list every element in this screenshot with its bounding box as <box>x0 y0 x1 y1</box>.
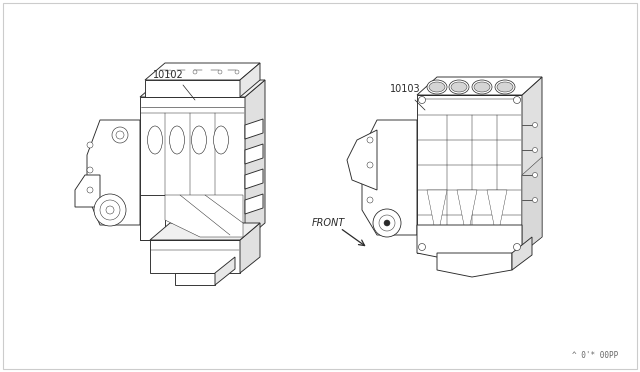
Polygon shape <box>245 80 265 240</box>
Polygon shape <box>75 175 100 207</box>
Polygon shape <box>417 95 522 253</box>
Polygon shape <box>150 223 260 240</box>
Ellipse shape <box>497 82 513 92</box>
Ellipse shape <box>429 82 445 92</box>
Circle shape <box>112 127 128 143</box>
Ellipse shape <box>449 80 469 94</box>
Polygon shape <box>145 63 260 80</box>
Circle shape <box>419 244 426 250</box>
Circle shape <box>218 70 222 74</box>
Polygon shape <box>165 195 243 237</box>
Circle shape <box>367 197 373 203</box>
Polygon shape <box>240 223 260 273</box>
Ellipse shape <box>451 82 467 92</box>
Ellipse shape <box>474 82 490 92</box>
Polygon shape <box>245 194 263 214</box>
Polygon shape <box>417 77 542 95</box>
Circle shape <box>532 198 538 202</box>
Circle shape <box>87 142 93 148</box>
Circle shape <box>100 200 120 220</box>
Polygon shape <box>347 130 377 190</box>
Circle shape <box>367 162 373 168</box>
Ellipse shape <box>191 126 207 154</box>
Circle shape <box>513 96 520 103</box>
Circle shape <box>373 209 401 237</box>
Polygon shape <box>512 237 532 270</box>
Polygon shape <box>362 120 417 235</box>
Text: 10103: 10103 <box>390 84 420 94</box>
Polygon shape <box>87 120 140 225</box>
Polygon shape <box>175 273 215 285</box>
Polygon shape <box>457 190 477 240</box>
Circle shape <box>106 206 114 214</box>
Circle shape <box>94 194 126 226</box>
Polygon shape <box>140 97 245 240</box>
Circle shape <box>513 244 520 250</box>
Ellipse shape <box>170 126 184 154</box>
Polygon shape <box>245 169 263 189</box>
Polygon shape <box>437 253 512 277</box>
Polygon shape <box>145 80 240 97</box>
Text: ^ 0'* 00PP: ^ 0'* 00PP <box>572 351 618 360</box>
Polygon shape <box>215 257 235 285</box>
Circle shape <box>193 70 197 74</box>
Circle shape <box>87 187 93 193</box>
Circle shape <box>532 148 538 153</box>
Circle shape <box>367 137 373 143</box>
Circle shape <box>168 70 172 74</box>
Circle shape <box>379 215 395 231</box>
Polygon shape <box>240 63 260 97</box>
Circle shape <box>384 220 390 226</box>
FancyBboxPatch shape <box>3 3 637 369</box>
Circle shape <box>532 122 538 128</box>
Ellipse shape <box>495 80 515 94</box>
Text: 10102: 10102 <box>153 70 184 80</box>
Text: FRONT: FRONT <box>312 218 345 228</box>
Polygon shape <box>487 190 507 240</box>
Polygon shape <box>245 144 263 164</box>
Polygon shape <box>140 195 165 240</box>
Circle shape <box>87 167 93 173</box>
Polygon shape <box>522 77 542 253</box>
Polygon shape <box>245 119 263 139</box>
Ellipse shape <box>427 80 447 94</box>
Polygon shape <box>150 240 240 273</box>
Polygon shape <box>417 225 522 260</box>
Polygon shape <box>140 80 265 97</box>
Polygon shape <box>522 157 542 253</box>
Ellipse shape <box>147 126 163 154</box>
Ellipse shape <box>214 126 228 154</box>
Circle shape <box>235 70 239 74</box>
Circle shape <box>532 173 538 177</box>
Ellipse shape <box>472 80 492 94</box>
Polygon shape <box>427 190 447 240</box>
Circle shape <box>419 96 426 103</box>
Circle shape <box>116 131 124 139</box>
